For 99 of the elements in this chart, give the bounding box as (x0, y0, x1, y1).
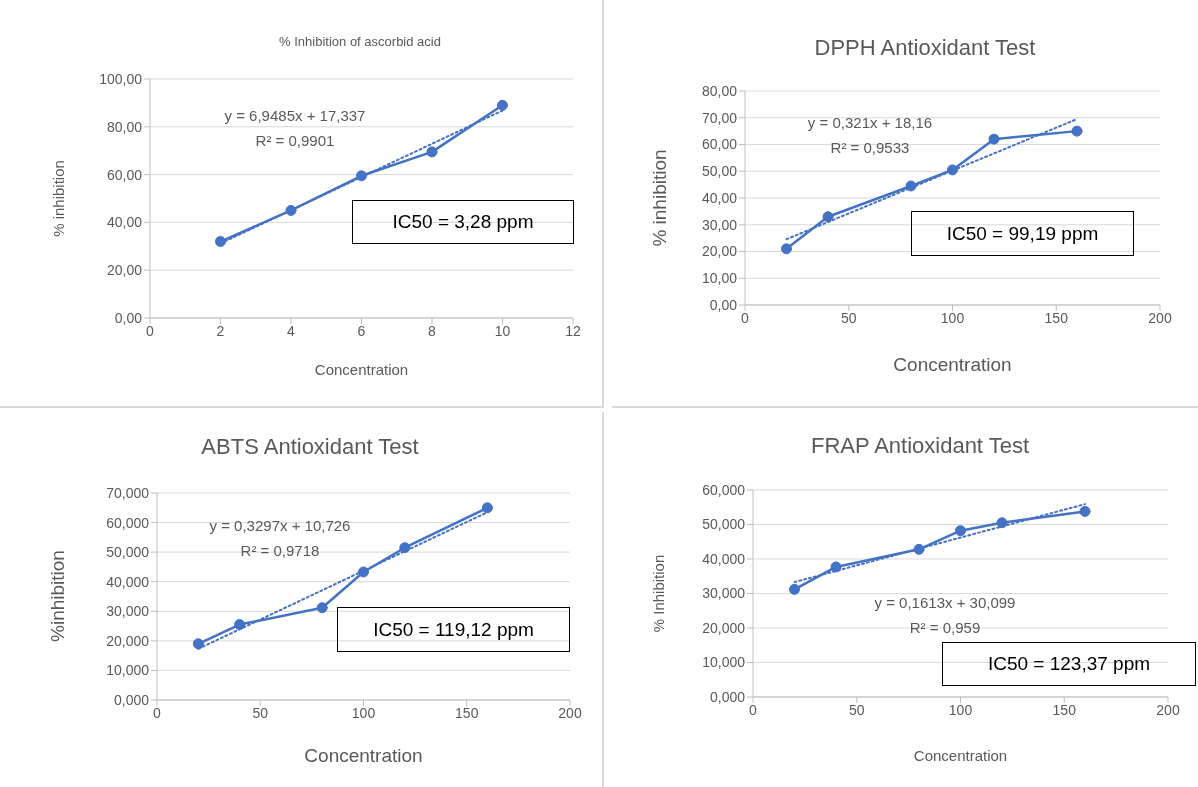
y-tick-label: 60,00 (701, 136, 738, 153)
chart-title: FRAP Antioxidant Test (809, 432, 1031, 459)
chart-title: DPPH Antioxidant Test (813, 34, 1037, 61)
y-tick-label: 70,00 (701, 109, 738, 126)
point (234, 619, 246, 631)
point (1071, 125, 1083, 137)
y-tick-label: 0,000 (709, 688, 746, 705)
x-tick-label: 200 (1156, 701, 1180, 718)
y-tick-label: 60,000 (702, 481, 746, 498)
point (358, 566, 369, 578)
y-tick-label: 10,00 (701, 270, 738, 287)
y-tick-label: 60,000 (106, 514, 150, 531)
y-tick-label: 40,000 (702, 550, 746, 567)
x-tick-label: 8 (428, 322, 437, 339)
x-tick-label: 200 (1148, 309, 1172, 326)
annotation: IC50 = 123,37 ppm (986, 653, 1152, 675)
x-axis-title: Concentration (912, 747, 1009, 764)
annotation: IC50 = 119,12 ppm (372, 618, 535, 641)
y-tick-label: 40,000 (106, 573, 150, 590)
x-tick-label: 6 (357, 322, 366, 339)
x-tick-label: 100 (351, 704, 376, 721)
y-tick-label: 30,000 (106, 603, 150, 620)
point (481, 502, 493, 514)
point (996, 517, 1008, 529)
point (399, 542, 411, 554)
point (285, 204, 297, 216)
y-tick-label: 20,000 (702, 619, 746, 636)
annotation: y = 0,321x + 18,16 (807, 114, 933, 131)
point (830, 561, 842, 573)
annotation: IC50 = 3,28 ppm (391, 211, 535, 233)
x-axis-title: Concentration (892, 353, 1013, 376)
x-tick-label: 150 (1044, 309, 1069, 326)
x-tick-label: 200 (558, 704, 582, 721)
y-axis-title: % Inhibition (649, 553, 667, 634)
x-tick-label: 2 (216, 322, 225, 339)
annotation: y = 0,3297x + 10,726 (209, 517, 351, 534)
point (905, 180, 917, 192)
y-tick-label: 20,000 (106, 632, 150, 649)
x-tick-label: 0 (153, 704, 162, 721)
x-tick-label: 0 (146, 322, 155, 339)
annotation: R² = 0,9901 (254, 131, 336, 151)
y-tick-label: 80,00 (106, 118, 143, 135)
point (1079, 505, 1091, 517)
point (947, 164, 958, 176)
point (913, 543, 925, 555)
point (192, 638, 204, 650)
y-tick-label: 50,000 (702, 516, 746, 533)
y-tick-label: 20,00 (701, 243, 738, 260)
annotation: y = 0,1613x + 30,099 (873, 593, 1017, 613)
x-tick-label: 100 (948, 701, 973, 718)
chart-title: % Inhibition of ascorbid acid (278, 34, 442, 50)
y-tick-label: 50,00 (701, 163, 738, 180)
y-tick-label: 50,000 (106, 544, 150, 561)
y-tick-label: 30,00 (701, 216, 738, 233)
annotation: IC50 = 99,19 ppm (945, 222, 1100, 245)
y-tick-label: 20,00 (106, 262, 143, 279)
y-axis-title: %inhibition (47, 549, 69, 645)
y-axis-title: % inhibition (649, 148, 671, 249)
x-tick-label: 0 (741, 309, 750, 326)
annotation: y = 6,9485x + 17,337 (223, 106, 367, 126)
x-tick-label: 50 (252, 704, 269, 721)
annotation: R² = 0,959 (908, 618, 982, 638)
y-tick-label: 100,00 (99, 70, 143, 87)
x-tick-label: 12 (565, 322, 581, 339)
y-tick-label: 40,00 (701, 189, 738, 206)
x-tick-label: 50 (840, 309, 857, 326)
x-tick-label: 10 (494, 322, 511, 339)
point (426, 146, 438, 158)
point (822, 211, 834, 223)
y-axis-title: % inhibition (49, 158, 67, 239)
point (955, 525, 966, 537)
x-tick-label: 4 (287, 322, 296, 339)
annotation: R² = 0,9533 (830, 139, 910, 156)
y-tick-label: 60,00 (106, 166, 143, 183)
y-tick-label: 0,00 (114, 309, 143, 326)
point (215, 236, 226, 248)
y-tick-label: 0,00 (709, 296, 738, 313)
y-tick-label: 10,000 (702, 654, 746, 671)
x-axis-title: Concentration (303, 744, 424, 767)
point (356, 170, 367, 182)
point (781, 243, 792, 255)
x-tick-label: 50 (848, 701, 865, 718)
point (789, 583, 800, 595)
x-tick-label: 100 (940, 309, 965, 326)
point (316, 602, 328, 614)
chart-title: ABTS Antioxidant Test (200, 433, 420, 460)
annotation: R² = 0,9718 (240, 542, 320, 559)
x-axis-title: Concentration (313, 361, 410, 378)
point (988, 133, 1000, 145)
y-tick-label: 80,00 (701, 82, 738, 99)
y-tick-label: 40,00 (106, 214, 143, 231)
x-tick-label: 0 (749, 701, 758, 718)
x-tick-label: 150 (1052, 701, 1077, 718)
y-tick-label: 70,000 (106, 484, 150, 501)
y-tick-label: 10,000 (106, 662, 150, 679)
x-tick-label: 150 (455, 704, 479, 721)
y-tick-label: 30,000 (702, 585, 746, 602)
point (497, 99, 508, 111)
y-tick-label: 0,000 (113, 691, 150, 708)
